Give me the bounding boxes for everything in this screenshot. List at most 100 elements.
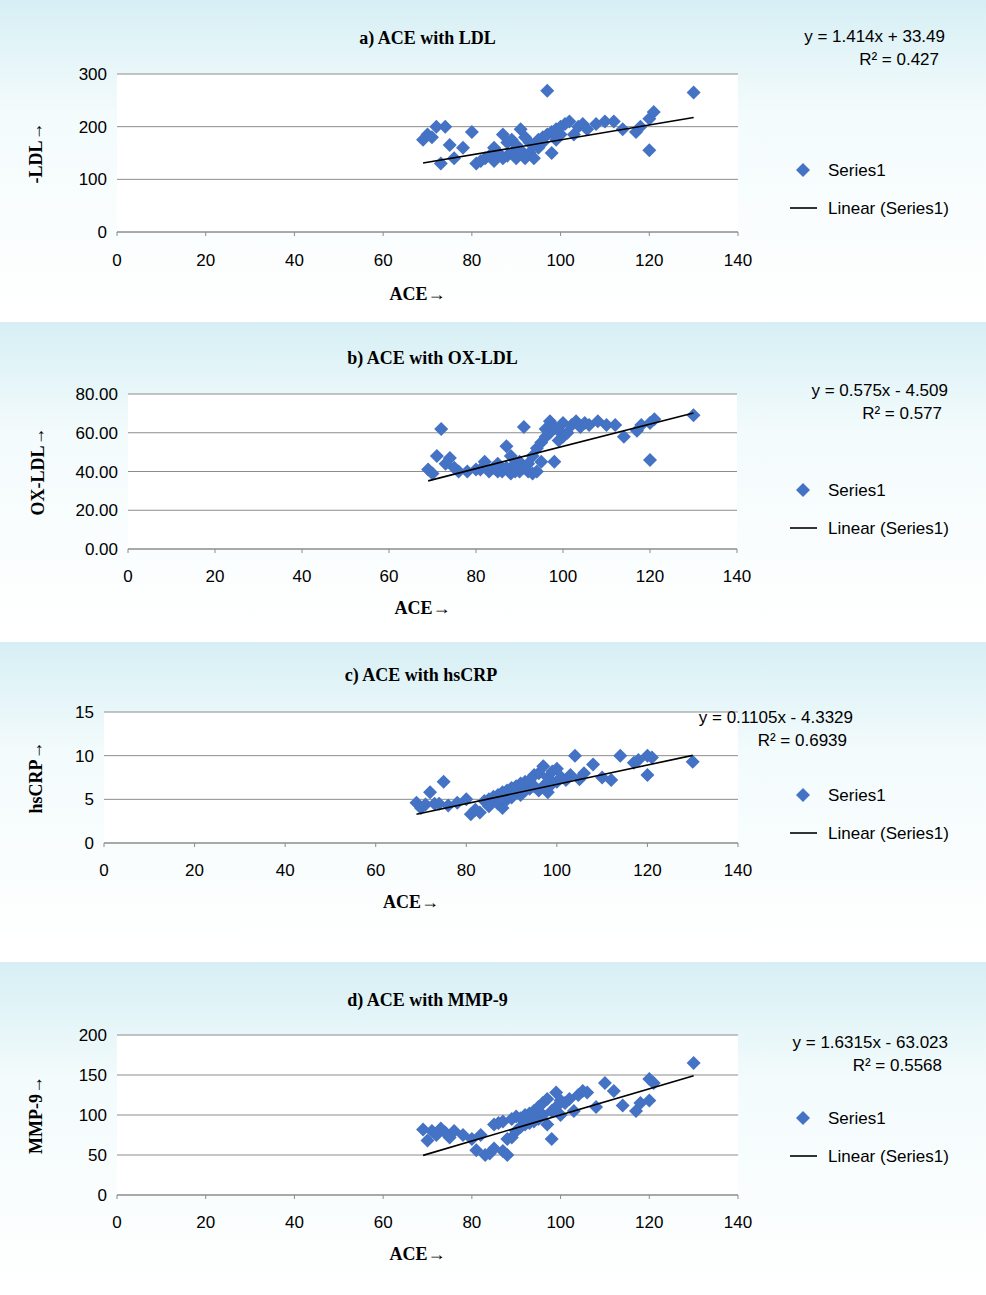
grid-line [128, 549, 737, 550]
x-tick [117, 1195, 118, 1199]
y-tick-label: 200 [79, 118, 107, 137]
panel-background [0, 0, 986, 316]
y-tick-label: 0 [85, 834, 94, 853]
x-tick-label: 100 [546, 1213, 574, 1232]
x-tick [738, 843, 739, 847]
data-point [434, 422, 448, 436]
y-tick-label: 0.00 [85, 540, 118, 559]
y-tick-label: 100 [79, 1106, 107, 1125]
r-squared: R² = 0.6939 [758, 731, 847, 750]
x-tick-label: 140 [724, 251, 752, 270]
x-tick-label: 100 [546, 251, 574, 270]
x-axis-label: ACE→ [389, 1244, 445, 1264]
chart-title: b) ACE with OX-LDL [347, 348, 518, 369]
x-tick [294, 232, 295, 236]
data-point [438, 120, 452, 134]
legend-line [790, 527, 817, 529]
x-tick-label: 0 [112, 251, 121, 270]
data-point [465, 125, 479, 139]
x-tick-label: 40 [293, 567, 312, 586]
data-point [607, 1084, 621, 1098]
x-tick-label: 40 [285, 1213, 304, 1232]
x-tick [476, 549, 477, 553]
x-tick [647, 843, 648, 847]
data-point [640, 768, 654, 782]
data-point [568, 749, 582, 763]
x-tick-label: 40 [276, 861, 295, 880]
y-tick-label: 10 [75, 747, 94, 766]
marks [421, 408, 700, 481]
trend-line [428, 413, 693, 481]
legend: Series1Linear (Series1) [790, 161, 949, 218]
x-tick-label: 60 [380, 567, 399, 586]
y-tick-label: 60.00 [75, 424, 118, 443]
grid-line [128, 510, 737, 511]
legend-label: Linear (Series1) [828, 519, 949, 538]
x-tick [383, 232, 384, 236]
x-tick-label: 0 [123, 567, 132, 586]
trend-line [423, 1076, 694, 1156]
panel-background [0, 642, 986, 952]
x-tick [215, 549, 216, 553]
grid-line [128, 432, 737, 433]
legend-label: Linear (Series1) [828, 824, 949, 843]
legend-label: Linear (Series1) [828, 1147, 949, 1166]
data-point [517, 420, 531, 434]
chart-title: d) ACE with MMP-9 [347, 990, 508, 1011]
y-tick-label: 0 [98, 223, 107, 242]
x-tick-label: 100 [549, 567, 577, 586]
x-tick-label: 20 [206, 567, 225, 586]
legend-label: Linear (Series1) [828, 199, 949, 218]
marks [416, 84, 701, 171]
data-point [604, 773, 618, 787]
data-point [589, 1100, 603, 1114]
figure: a) ACE with LDL0100200300020406080100120… [0, 0, 986, 1295]
x-tick [389, 549, 390, 553]
x-tick [466, 843, 467, 847]
r-squared: R² = 0.577 [862, 404, 942, 423]
y-tick-label: 0 [98, 1186, 107, 1205]
data-point [613, 749, 627, 763]
x-tick-label: 120 [635, 1213, 663, 1232]
marks [416, 1056, 701, 1162]
legend-label: Series1 [828, 481, 886, 500]
grid-line [117, 74, 738, 75]
x-tick-label: 40 [285, 251, 304, 270]
grid-line [117, 1035, 738, 1036]
x-tick-label: 20 [185, 861, 204, 880]
y-tick-label: 50 [88, 1146, 107, 1165]
trend-line [423, 118, 694, 163]
x-tick-label: 80 [462, 251, 481, 270]
x-tick-label: 100 [543, 861, 571, 880]
x-tick-label: 120 [636, 567, 664, 586]
x-tick [737, 549, 738, 553]
data-point [616, 1098, 630, 1112]
data-point [687, 408, 701, 422]
plot-area [128, 394, 737, 549]
legend-marker [796, 1111, 810, 1125]
data-point [687, 85, 701, 99]
x-axis-line [128, 549, 737, 550]
data-point [540, 84, 554, 98]
x-tick [117, 232, 118, 236]
x-tick [194, 843, 195, 847]
x-axis-line [117, 1195, 738, 1196]
x-tick [563, 549, 564, 553]
x-axis-line [117, 232, 738, 233]
panel: d) ACE with MMP-905010015020002040608010… [0, 962, 986, 1295]
data-point [642, 143, 656, 157]
plot-area [117, 1035, 738, 1195]
y-tick-label: 300 [79, 65, 107, 84]
data-point [608, 418, 622, 432]
y-tick-label: 40.00 [75, 463, 118, 482]
trend-equation: y = 0.575x - 4.509 [811, 381, 948, 400]
r-squared: R² = 0.427 [859, 50, 939, 69]
x-tick [302, 549, 303, 553]
data-point [443, 138, 457, 152]
grid-line [117, 1195, 738, 1196]
x-tick [471, 232, 472, 236]
grid-line [117, 1075, 738, 1076]
x-tick [205, 1195, 206, 1199]
y-tick-label: 100 [79, 170, 107, 189]
trend-line [416, 755, 692, 814]
